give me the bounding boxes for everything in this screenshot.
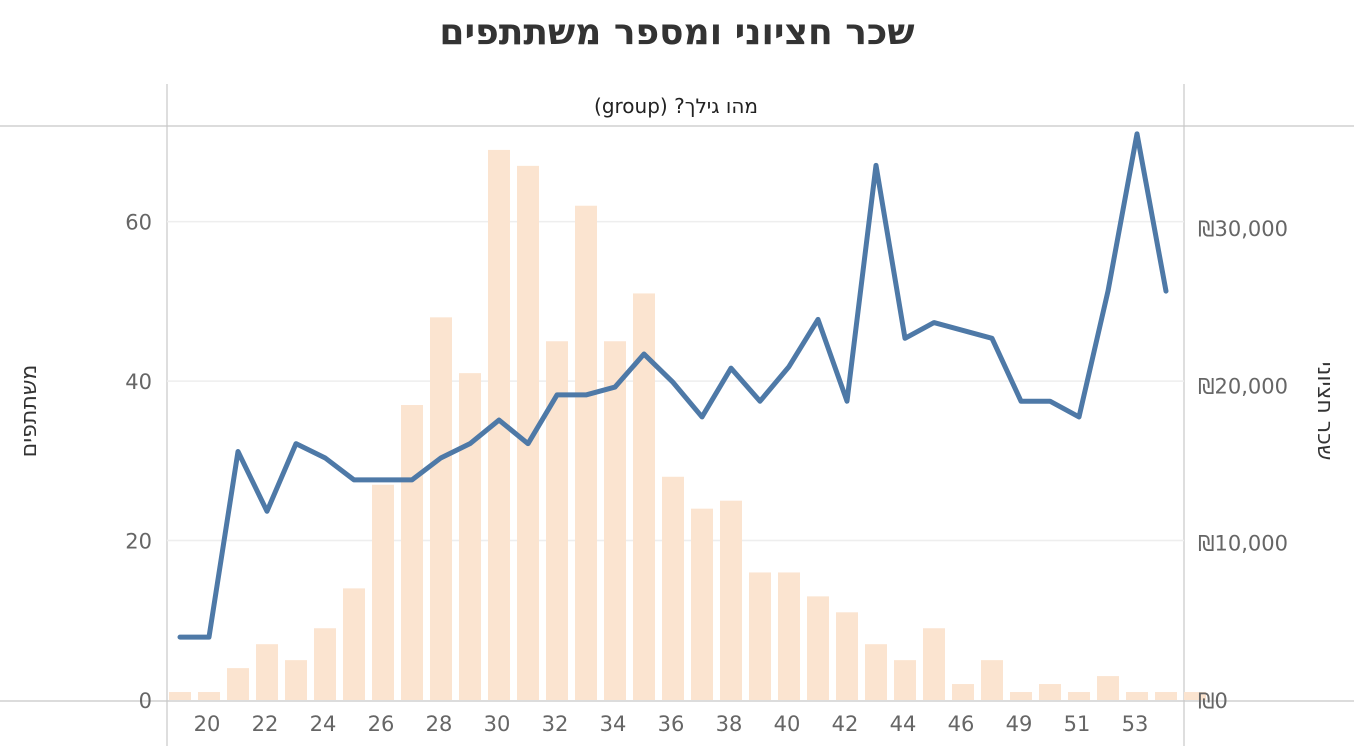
bar bbox=[227, 668, 249, 700]
x-tick-label: 22 bbox=[252, 712, 279, 736]
bar bbox=[256, 644, 278, 700]
x-tick-label: 36 bbox=[658, 712, 685, 736]
bar bbox=[807, 596, 829, 700]
x-tick-label: 34 bbox=[600, 712, 627, 736]
x-tick-label: 26 bbox=[368, 712, 395, 736]
left-tick-label: 0 bbox=[139, 689, 152, 713]
bar bbox=[430, 317, 452, 700]
column-header: מהו גילך? (group) bbox=[594, 94, 758, 118]
bar bbox=[952, 684, 974, 700]
x-tick-label: 40 bbox=[774, 712, 801, 736]
bar bbox=[372, 484, 394, 700]
chart-frame bbox=[0, 84, 1354, 746]
x-tick-label: 53 bbox=[1122, 712, 1149, 736]
right-tick-label: ₪20,000 bbox=[1198, 374, 1288, 398]
bar bbox=[546, 341, 568, 700]
bar bbox=[1155, 692, 1177, 700]
right-tick-label: ₪10,000 bbox=[1198, 532, 1288, 556]
right-axis-label: שכר חציוני bbox=[1312, 362, 1337, 461]
x-tick-label: 20 bbox=[194, 712, 221, 736]
bar bbox=[865, 644, 887, 700]
right-tick-label: ₪30,000 bbox=[1198, 217, 1288, 241]
bar bbox=[691, 508, 713, 700]
bar bbox=[517, 165, 539, 701]
x-tick-label: 51 bbox=[1064, 712, 1091, 736]
bar bbox=[343, 588, 365, 700]
left-tick-label: 20 bbox=[125, 530, 152, 554]
x-tick-label: 24 bbox=[310, 712, 337, 736]
x-tick-label: 38 bbox=[716, 712, 743, 736]
x-tick-label: 28 bbox=[426, 712, 453, 736]
bar bbox=[923, 628, 945, 700]
bar bbox=[314, 628, 336, 700]
x-tick-label: 32 bbox=[542, 712, 569, 736]
bar bbox=[662, 476, 684, 700]
median-salary-line bbox=[177, 131, 1169, 640]
bar bbox=[894, 660, 916, 700]
bar bbox=[575, 205, 597, 700]
bar bbox=[1126, 692, 1148, 700]
bar bbox=[1010, 692, 1032, 700]
bar bbox=[1039, 684, 1061, 700]
bar bbox=[749, 572, 771, 700]
bar bbox=[633, 293, 655, 700]
left-tick-label: 60 bbox=[125, 211, 152, 235]
bar bbox=[836, 612, 858, 700]
bar bbox=[169, 692, 191, 700]
x-tick-label: 42 bbox=[832, 712, 859, 736]
x-tick-label: 46 bbox=[948, 712, 975, 736]
bar bbox=[488, 149, 510, 700]
bar bbox=[1097, 676, 1119, 700]
bar bbox=[1068, 692, 1090, 700]
x-tick-label: 30 bbox=[484, 712, 511, 736]
bar bbox=[981, 660, 1003, 700]
bar bbox=[604, 341, 626, 700]
tick-labels: 0 20 40 60 ₪0 ₪10,000 ₪20,000 ₪30,000 20 22 24 26 28… bbox=[125, 211, 1288, 736]
chart-title: שכר חציוני ומספר משתתפים bbox=[439, 12, 915, 53]
x-tick-label: 49 bbox=[1006, 712, 1033, 736]
bar bbox=[198, 692, 220, 700]
line-series bbox=[177, 131, 1169, 640]
bar bbox=[459, 373, 481, 700]
x-tick-label: 44 bbox=[890, 712, 917, 736]
bar bbox=[720, 500, 742, 700]
left-tick-label: 40 bbox=[125, 370, 152, 394]
bar bbox=[778, 572, 800, 700]
right-tick-label: ₪0 bbox=[1198, 689, 1228, 713]
bar bbox=[1184, 692, 1206, 700]
left-axis-label: משתתפים bbox=[17, 365, 42, 458]
bar bbox=[285, 660, 307, 700]
bar-series bbox=[169, 149, 1206, 701]
bar bbox=[401, 405, 423, 700]
